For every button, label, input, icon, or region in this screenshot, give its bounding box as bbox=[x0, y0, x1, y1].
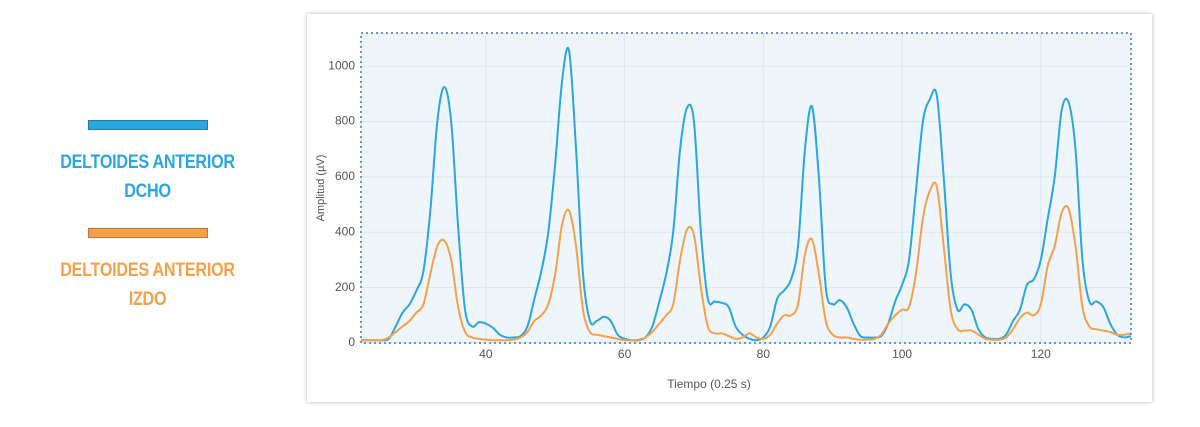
legend-swatch bbox=[87, 228, 208, 238]
x-tick-label: 120 bbox=[1031, 347, 1051, 361]
chart-card: Tiempo (0.25 s) Amplitud (µV) 0 200 400 600… bbox=[307, 14, 1152, 402]
series-line bbox=[361, 47, 1132, 342]
legend-swatch bbox=[87, 120, 208, 130]
y-tick-label: 400 bbox=[335, 224, 355, 238]
y-axis-label: Amplitud (µV) bbox=[315, 155, 327, 222]
legend: DELTOIDES ANTERIOR DCHO DELTOIDES ANTERIO… bbox=[40, 120, 255, 336]
x-tick-label: 80 bbox=[757, 347, 771, 361]
x-tick-label: 100 bbox=[892, 347, 912, 361]
plot-border bbox=[360, 32, 1132, 344]
x-axis-label: Tiempo (0.25 s) bbox=[667, 377, 751, 391]
legend-label: DELTOIDES ANTERIOR IZDO bbox=[60, 260, 235, 310]
x-tick-label: 60 bbox=[618, 347, 632, 361]
plot-area bbox=[361, 33, 1131, 343]
chart: Tiempo (0.25 s) Amplitud (µV) 0 200 400 600… bbox=[315, 32, 1132, 391]
y-tick-label: 600 bbox=[335, 169, 355, 183]
legend-label: DELTOIDES ANTERIOR DCHO bbox=[60, 152, 235, 202]
legend-item: DELTOIDES ANTERIOR IZDO bbox=[40, 228, 255, 314]
y-tick-label: 200 bbox=[335, 280, 355, 294]
x-tick-label: 40 bbox=[479, 347, 493, 361]
y-tick-label: 0 bbox=[348, 335, 355, 349]
y-tick-label: 800 bbox=[335, 114, 355, 128]
y-tick-label: 1000 bbox=[328, 58, 355, 72]
legend-item: DELTOIDES ANTERIOR DCHO bbox=[40, 120, 255, 206]
series-line bbox=[361, 181, 1132, 342]
